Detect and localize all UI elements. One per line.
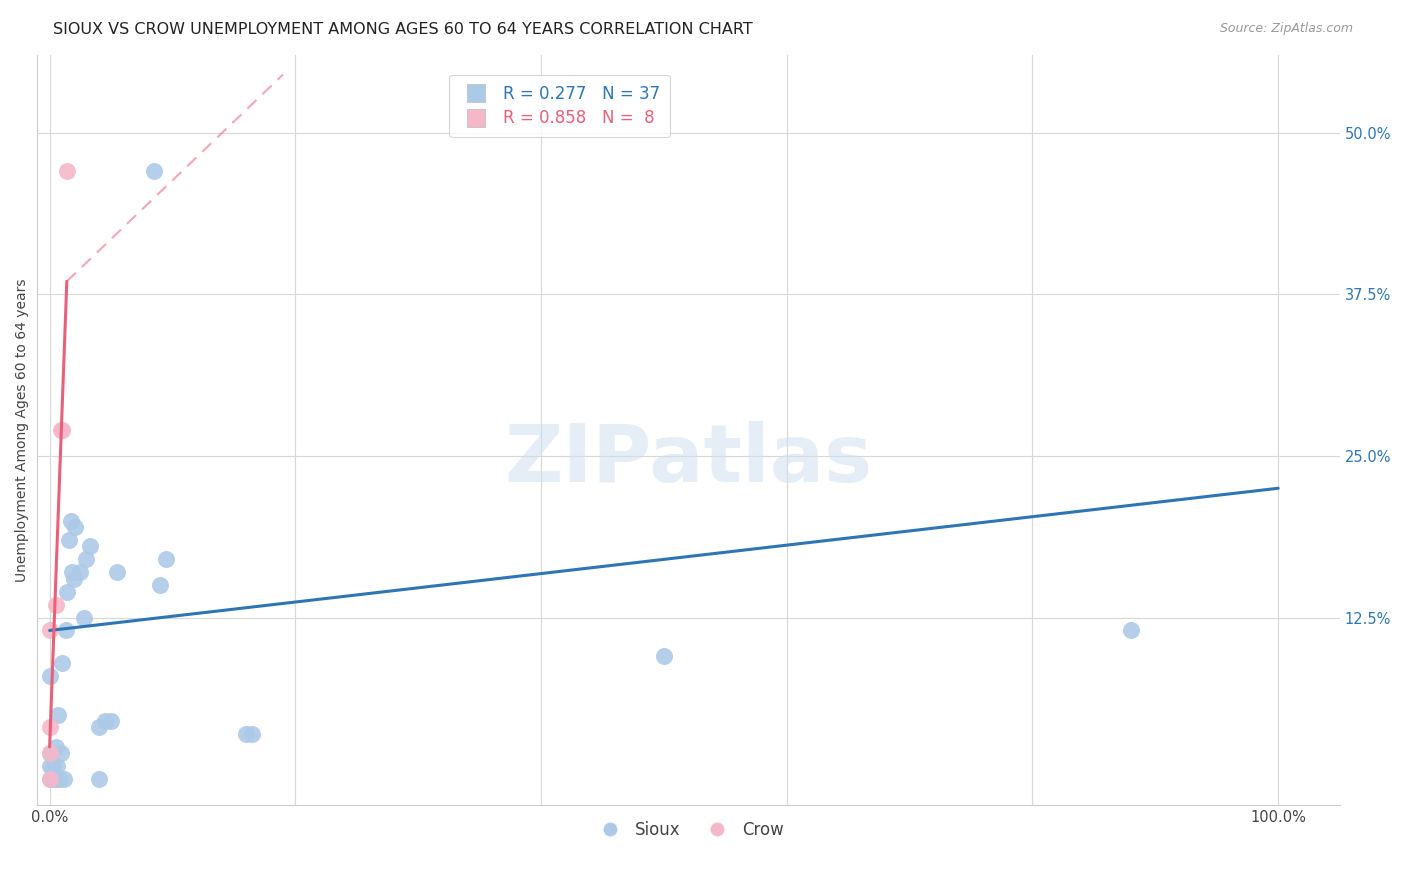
Point <box>1119 624 1142 638</box>
Point <box>652 649 675 664</box>
Point <box>38 772 60 786</box>
Point <box>53 772 76 786</box>
Point <box>45 772 67 786</box>
Point <box>38 624 60 638</box>
Point <box>65 520 87 534</box>
Point <box>55 624 77 638</box>
Y-axis label: Unemployment Among Ages 60 to 64 years: Unemployment Among Ages 60 to 64 years <box>15 278 30 582</box>
Point <box>100 714 122 728</box>
Point <box>105 566 128 580</box>
Point <box>73 610 96 624</box>
Point <box>42 772 65 786</box>
Point <box>235 727 257 741</box>
Point <box>56 584 79 599</box>
Text: ZIPatlas: ZIPatlas <box>505 421 873 499</box>
Point <box>240 727 263 741</box>
Point <box>42 759 65 773</box>
Point <box>45 598 67 612</box>
Point <box>69 566 91 580</box>
Point <box>51 656 73 670</box>
Point <box>87 772 110 786</box>
Point <box>76 552 98 566</box>
Point <box>38 721 60 735</box>
Point <box>155 552 177 566</box>
Point <box>45 739 67 754</box>
Point <box>38 746 60 760</box>
Text: SIOUX VS CROW UNEMPLOYMENT AMONG AGES 60 TO 64 YEARS CORRELATION CHART: SIOUX VS CROW UNEMPLOYMENT AMONG AGES 60… <box>53 22 754 37</box>
Point <box>46 707 69 722</box>
Point <box>143 164 166 178</box>
Point <box>38 746 60 760</box>
Point <box>60 566 83 580</box>
Point <box>38 759 60 773</box>
Point <box>59 514 82 528</box>
Point <box>49 746 72 760</box>
Point <box>49 423 72 437</box>
Legend: Sioux, Crow: Sioux, Crow <box>586 814 790 846</box>
Point <box>79 540 101 554</box>
Point <box>63 572 86 586</box>
Point <box>51 423 73 437</box>
Point <box>58 533 80 547</box>
Point <box>46 759 69 773</box>
Point <box>38 669 60 683</box>
Point <box>87 721 110 735</box>
Point <box>48 772 70 786</box>
Point <box>149 578 172 592</box>
Point <box>38 772 60 786</box>
Text: Source: ZipAtlas.com: Source: ZipAtlas.com <box>1219 22 1353 36</box>
Point <box>56 164 79 178</box>
Point <box>94 714 117 728</box>
